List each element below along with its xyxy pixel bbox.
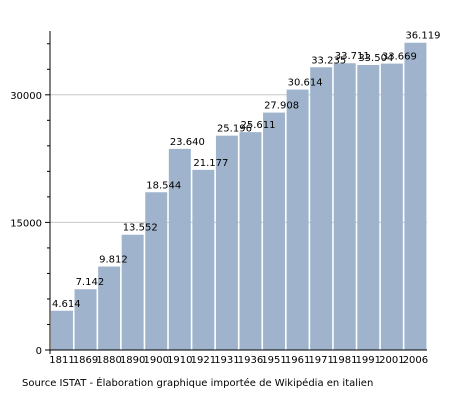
data-label: 36.119 — [405, 31, 440, 42]
x-tick-label: 1869 — [73, 355, 98, 366]
data-label: 4.614 — [52, 299, 81, 310]
x-tick-label: 1900 — [144, 355, 169, 366]
x-tick-label: 1936 — [238, 355, 263, 366]
data-label: 23.640 — [170, 137, 205, 148]
data-label: 33.504 — [358, 53, 393, 64]
bar-1991 — [357, 64, 380, 350]
x-tick-label: 2006 — [403, 355, 428, 366]
data-label: 25.196 — [217, 124, 252, 135]
bar-1936 — [239, 132, 262, 350]
bar-1951 — [263, 112, 286, 350]
bar-2001 — [380, 63, 403, 350]
bars — [51, 42, 427, 351]
bar-1981 — [333, 63, 356, 351]
bar-1869 — [74, 289, 97, 350]
data-labels: 4.614 7.142 9.812 13.552 18.544 23.640 21.177 2… — [52, 31, 440, 310]
data-label: 30.614 — [288, 78, 323, 89]
x-tick-labels: 1811186918801890190019101921193119361951… — [49, 355, 428, 366]
bar-2006 — [404, 42, 427, 350]
data-label: 13.552 — [123, 223, 158, 234]
bar-1971 — [310, 67, 333, 350]
data-label: 18.544 — [146, 180, 181, 191]
bar-1880 — [98, 266, 121, 350]
data-label: 7.142 — [76, 277, 105, 288]
x-tick-label: 2001 — [379, 355, 404, 366]
x-tick-label: 1951 — [261, 355, 286, 366]
x-tick-label: 1890 — [120, 355, 145, 366]
x-tick-label: 1811 — [49, 355, 74, 366]
y-tick-label: 30000 — [10, 91, 42, 102]
data-label: 33.235 — [311, 55, 346, 66]
source-note: Source ISTAT - Élaboration graphique imp… — [22, 378, 374, 389]
data-label: 21.177 — [193, 158, 228, 169]
y-tick-labels: 0 15000 30000 — [10, 91, 42, 357]
x-tick-label: 1961 — [285, 355, 310, 366]
data-label: 33.711 — [335, 51, 370, 62]
x-tick-label: 1991 — [356, 355, 381, 366]
x-tick-label: 1921 — [191, 355, 216, 366]
x-tick-label: 1880 — [96, 355, 121, 366]
bar-1921 — [192, 169, 215, 350]
bar-1811 — [51, 310, 73, 350]
y-tick-label: 0 — [36, 346, 42, 357]
data-label: 9.812 — [99, 255, 128, 266]
data-label: 25.611 — [241, 120, 276, 131]
bar-1890 — [121, 234, 144, 350]
x-tick-label: 1981 — [332, 355, 357, 366]
x-tick-label: 1931 — [214, 355, 239, 366]
bar-1961 — [286, 89, 309, 350]
data-label: 33.669 — [382, 52, 417, 63]
bar-1910 — [168, 148, 191, 350]
data-label: 27.908 — [264, 101, 299, 112]
bar-1931 — [215, 135, 238, 350]
bar-1900 — [145, 192, 168, 350]
y-tick-label: 15000 — [10, 218, 42, 229]
x-tick-label: 1971 — [308, 355, 333, 366]
x-tick-label: 1910 — [167, 355, 192, 366]
